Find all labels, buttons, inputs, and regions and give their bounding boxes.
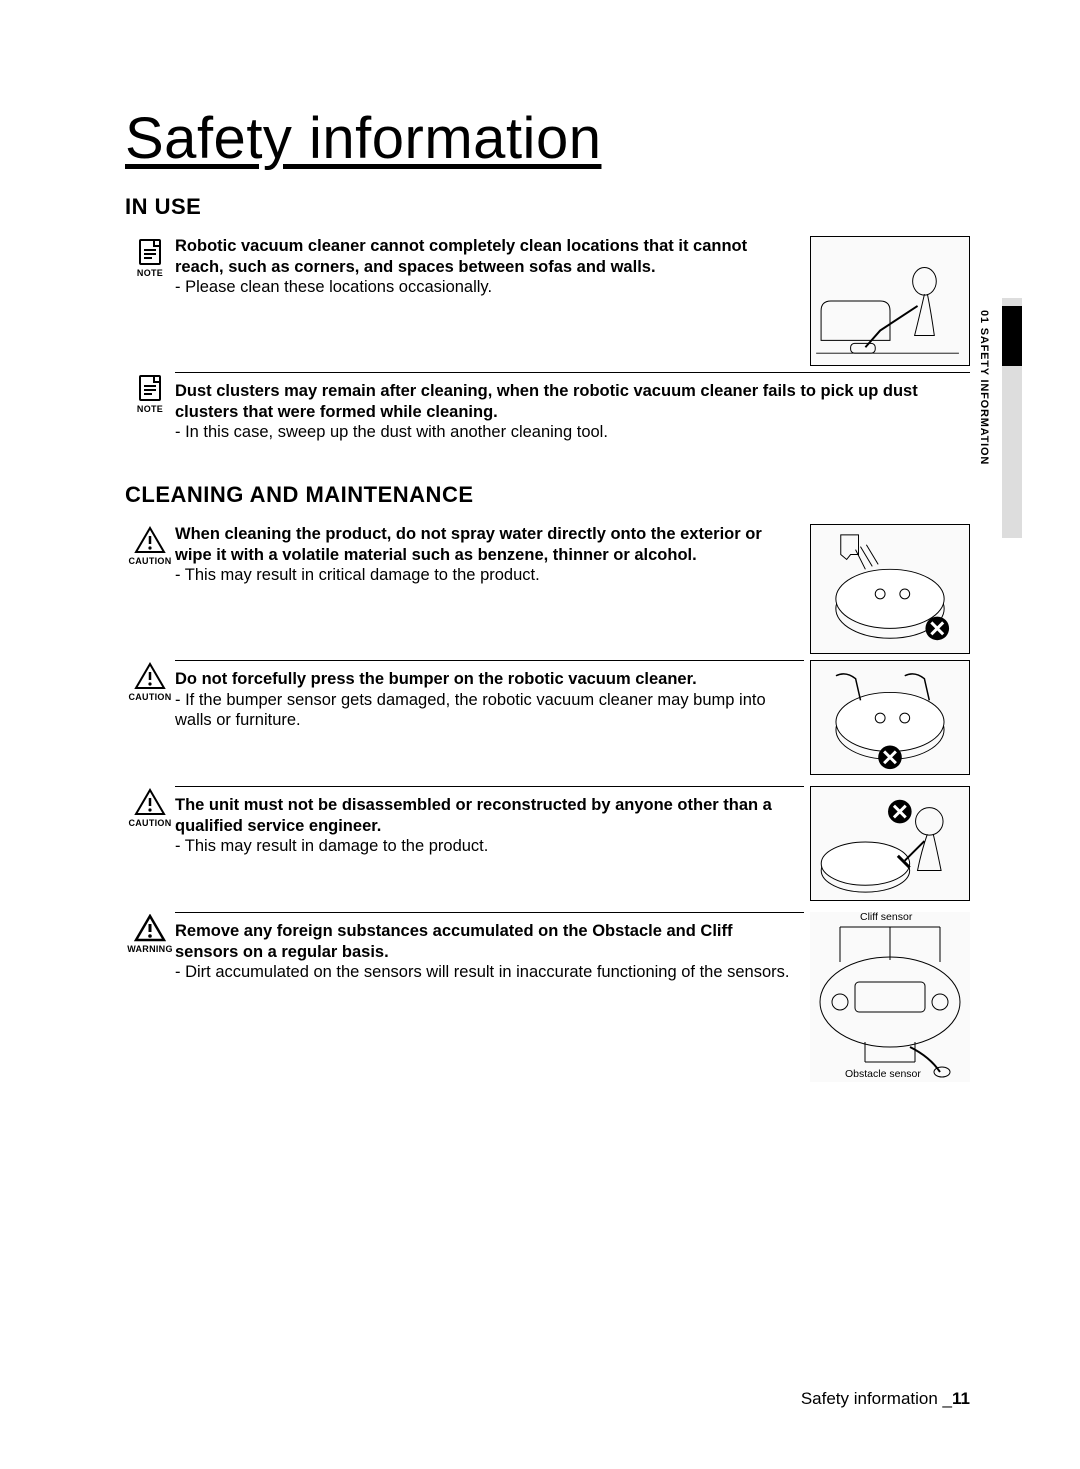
note-icon — [137, 374, 163, 402]
icon-label: CAUTION — [125, 556, 175, 566]
icon-column: CAUTION — [125, 524, 175, 566]
footer-text: Safety information _ — [801, 1389, 952, 1408]
illustration-bumper — [810, 660, 970, 775]
icon-label: WARNING — [125, 944, 175, 954]
item-body-text: - This may result in damage to the produ… — [175, 836, 792, 857]
caution-icon — [134, 526, 166, 554]
caution-item: CAUTION The unit must not be disassemble… — [125, 786, 970, 906]
item-body-text: - In this case, sweep up the dust with a… — [175, 422, 958, 443]
note-item: NOTE Robotic vacuum cleaner cannot compl… — [125, 236, 970, 366]
icon-column: NOTE — [125, 236, 175, 278]
item-bold-text: Dust clusters may remain after cleaning,… — [175, 381, 958, 422]
item-bold-text: The unit must not be disassembled or rec… — [175, 795, 792, 836]
caution-icon — [134, 662, 166, 690]
icon-column: CAUTION — [125, 786, 175, 828]
item-bold-text: Do not forcefully press the bumper on th… — [175, 669, 792, 690]
note-item: NOTE Dust clusters may remain after clea… — [125, 372, 970, 452]
illustration-disassemble — [810, 786, 970, 901]
page-title: Safety information — [125, 105, 970, 172]
note-icon — [137, 238, 163, 266]
page-number: 11 — [952, 1389, 970, 1408]
item-bold-text: Robotic vacuum cleaner cannot completely… — [175, 236, 792, 277]
illustration-vacuuming — [810, 236, 970, 366]
caution-icon — [134, 788, 166, 816]
text-column: Robotic vacuum cleaner cannot completely… — [175, 236, 804, 298]
text-column: The unit must not be disassembled or rec… — [175, 786, 804, 857]
warning-icon — [134, 914, 166, 942]
text-column: Do not forcefully press the bumper on th… — [175, 660, 804, 731]
item-body-text: - If the bumper sensor gets damaged, the… — [175, 690, 792, 731]
item-body-text: - This may result in critical damage to … — [175, 565, 792, 586]
text-column: Dust clusters may remain after cleaning,… — [175, 372, 970, 443]
obstacle-sensor-label: Obstacle sensor — [845, 1069, 921, 1080]
section-in-use-title: IN USE — [125, 194, 970, 220]
caution-item: CAUTION Do not forcefully press the bump… — [125, 660, 970, 780]
icon-column: NOTE — [125, 372, 175, 414]
side-tab-black — [1002, 306, 1022, 366]
icon-column: CAUTION — [125, 660, 175, 702]
item-body-text: - Dirt accumulated on the sensors will r… — [175, 962, 792, 983]
side-tab-label: 01 SAFETY INFORMATION — [978, 310, 990, 465]
item-bold-text: When cleaning the product, do not spray … — [175, 524, 792, 565]
text-column: Remove any foreign substances accumulate… — [175, 912, 804, 983]
illustration-sensors: Cliff sensor Obstacle sensor — [810, 912, 970, 1082]
icon-label: NOTE — [125, 404, 175, 414]
icon-column: WARNING — [125, 912, 175, 954]
icon-label: CAUTION — [125, 818, 175, 828]
item-body-text: - Please clean these locations occasiona… — [175, 277, 792, 298]
text-column: When cleaning the product, do not spray … — [175, 524, 804, 586]
icon-label: NOTE — [125, 268, 175, 278]
caution-item: CAUTION When cleaning the product, do no… — [125, 524, 970, 654]
icon-label: CAUTION — [125, 692, 175, 702]
illustration-spray — [810, 524, 970, 654]
page-footer: Safety information _11 — [801, 1389, 970, 1409]
section-cleaning-title: CLEANING AND MAINTENANCE — [125, 482, 970, 508]
item-bold-text: Remove any foreign substances accumulate… — [175, 921, 792, 962]
warning-item: WARNING Remove any foreign substances ac… — [125, 912, 970, 1082]
